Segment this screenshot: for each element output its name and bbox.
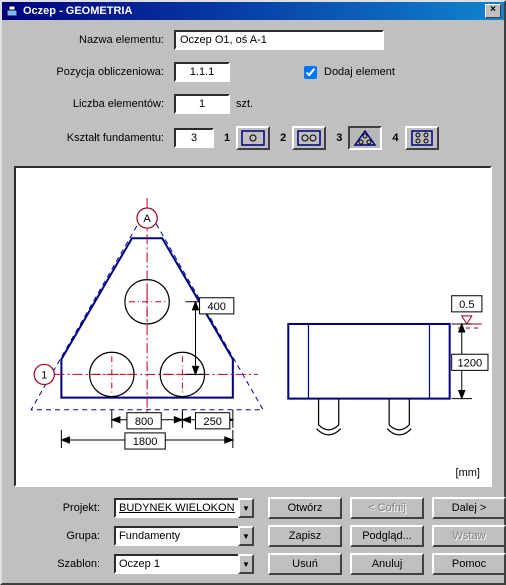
label-pozycja: Pozycja obliczeniowa: bbox=[14, 66, 174, 78]
dim-250: 250 bbox=[203, 416, 221, 428]
checkbox-dodaj-wrap[interactable]: Dodaj element bbox=[300, 63, 395, 82]
input-projekt[interactable] bbox=[114, 498, 238, 518]
shape-icon-1 bbox=[241, 130, 265, 146]
input-liczba[interactable] bbox=[174, 94, 230, 114]
shape-label-1: 1 bbox=[224, 132, 230, 144]
input-pozycja[interactable] bbox=[174, 62, 230, 82]
btn-otworz[interactable]: Otwórz bbox=[268, 497, 342, 519]
shape-icon-2 bbox=[297, 130, 321, 146]
dim-1800: 1800 bbox=[133, 436, 158, 448]
shape-option-1[interactable] bbox=[236, 126, 270, 150]
shape-option-3[interactable] bbox=[348, 126, 382, 150]
btn-pomoc[interactable]: Pomoc bbox=[432, 553, 506, 575]
label-liczba: Liczba elementów: bbox=[14, 98, 174, 110]
combo-grupa[interactable]: ▼ bbox=[114, 526, 260, 546]
unit-mm: [mm] bbox=[456, 467, 480, 479]
geometry-diagram: A 1 400 bbox=[16, 168, 490, 485]
close-button[interactable]: × bbox=[485, 4, 501, 18]
label-ksztalt: Kształt fundamentu: bbox=[14, 132, 174, 144]
combo-projekt[interactable]: ▼ bbox=[114, 498, 260, 518]
dim-05: 0.5 bbox=[459, 299, 474, 311]
checkbox-dodaj[interactable] bbox=[304, 66, 317, 79]
btn-wstaw: Wstaw bbox=[432, 525, 506, 547]
geometry-preview: A 1 400 bbox=[14, 166, 492, 487]
shape-option-4[interactable] bbox=[405, 126, 439, 150]
dim-1200: 1200 bbox=[458, 357, 483, 369]
dim-800: 800 bbox=[135, 416, 153, 428]
input-ksztalt[interactable] bbox=[174, 128, 214, 148]
close-icon: × bbox=[490, 4, 496, 15]
dim-400: 400 bbox=[207, 301, 225, 313]
chevron-down-icon[interactable]: ▼ bbox=[238, 498, 254, 518]
shape-icon-3 bbox=[353, 129, 377, 147]
window-title: Oczep - GEOMETRIA bbox=[23, 5, 132, 17]
chevron-down-icon-3[interactable]: ▼ bbox=[238, 554, 254, 574]
btn-cofnij: < Cofnij bbox=[350, 497, 424, 519]
bottom-controls: Projekt: ▼ Otwórz < Cofnij Dalej > Grupa… bbox=[14, 497, 492, 575]
shape-icon-4 bbox=[410, 129, 434, 147]
title-bar: Oczep - GEOMETRIA × bbox=[2, 2, 504, 20]
btn-anuluj[interactable]: Anuluj bbox=[350, 553, 424, 575]
marker-1: 1 bbox=[41, 369, 47, 381]
btn-podglad[interactable]: Podgląd... bbox=[350, 525, 424, 547]
chevron-down-icon-2[interactable]: ▼ bbox=[238, 526, 254, 546]
input-grupa[interactable] bbox=[114, 526, 238, 546]
label-dodaj: Dodaj element bbox=[324, 66, 395, 78]
combo-szablon[interactable]: ▼ bbox=[114, 554, 260, 574]
label-szt: szt. bbox=[236, 98, 253, 110]
shape-label-2: 2 bbox=[280, 132, 286, 144]
dialog-window: Oczep - GEOMETRIA × Nazwa elementu: Pozy… bbox=[0, 0, 506, 585]
btn-usun[interactable]: Usuń bbox=[268, 553, 342, 575]
label-projekt: Projekt: bbox=[14, 502, 106, 514]
input-szablon[interactable] bbox=[114, 554, 238, 574]
shape-option-2[interactable] bbox=[292, 126, 326, 150]
label-grupa: Grupa: bbox=[14, 530, 106, 542]
label-nazwa: Nazwa elementu: bbox=[14, 34, 174, 46]
marker-a: A bbox=[143, 213, 151, 225]
shape-label-4: 4 bbox=[392, 132, 398, 144]
shape-label-3: 3 bbox=[336, 132, 342, 144]
label-szablon: Szablon: bbox=[14, 558, 106, 570]
btn-zapisz[interactable]: Zapisz bbox=[268, 525, 342, 547]
input-nazwa[interactable] bbox=[174, 30, 384, 50]
app-icon bbox=[5, 4, 19, 18]
btn-dalej[interactable]: Dalej > bbox=[432, 497, 506, 519]
